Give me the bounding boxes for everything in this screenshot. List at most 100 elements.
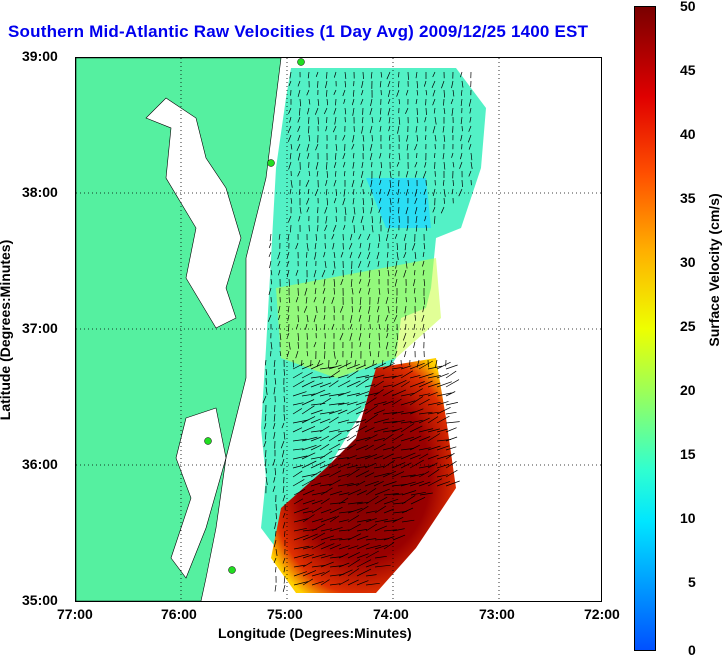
velocity-arrow <box>299 98 302 107</box>
velocity-arrow <box>460 152 463 160</box>
velocity-arrow <box>422 260 425 267</box>
velocity-arrow <box>320 508 332 514</box>
x-tick-label: 76:00 <box>161 606 197 622</box>
velocity-arrow <box>414 269 416 276</box>
velocity-arrow <box>288 107 292 114</box>
velocity-arrow <box>379 152 382 159</box>
velocity-arrow <box>344 206 347 215</box>
velocity-arrow <box>280 440 285 449</box>
velocity-arrow <box>297 125 301 132</box>
velocity-arrow <box>355 375 369 379</box>
velocity-arrow <box>358 251 362 259</box>
velocity-arrow <box>358 305 362 313</box>
velocity-arrow <box>367 278 371 287</box>
velocity-arrow <box>328 380 339 388</box>
velocity-arrow <box>361 80 364 88</box>
velocity-arrow <box>398 116 401 125</box>
velocity-arrow <box>436 481 451 487</box>
velocity-arrow <box>427 411 439 415</box>
velocity-arrow <box>337 436 350 442</box>
velocity-arrow <box>311 532 326 541</box>
velocity-arrow <box>400 392 415 397</box>
colorbar-tick: 30 <box>680 254 696 270</box>
velocity-arrow <box>358 233 362 240</box>
velocity-arrow <box>292 391 307 397</box>
velocity-arrow <box>302 561 313 568</box>
velocity-arrow <box>358 332 362 341</box>
velocity-arrow <box>436 445 450 451</box>
velocity-arrow <box>418 393 430 397</box>
velocity-arrow <box>350 278 353 287</box>
velocity-arrow <box>365 538 377 541</box>
velocity-arrow <box>286 350 290 358</box>
velocity-arrow <box>338 538 351 541</box>
velocity-arrow <box>389 170 392 179</box>
velocity-arrow <box>373 389 384 397</box>
velocity-arrow <box>409 435 422 442</box>
velocity-arrow <box>283 413 286 421</box>
velocity-arrow <box>342 134 346 141</box>
velocity-arrow <box>371 197 373 206</box>
velocity-arrow <box>329 583 341 586</box>
velocity-arrow <box>298 188 301 195</box>
velocity-arrow <box>442 125 445 133</box>
velocity-arrow <box>396 161 400 167</box>
velocity-arrow <box>427 428 440 433</box>
velocity-arrow <box>326 98 329 106</box>
velocity-arrow <box>352 170 355 177</box>
velocity-arrow <box>310 403 326 406</box>
velocity-arrow <box>385 341 389 350</box>
velocity-arrow <box>297 134 301 142</box>
x-tick-label: 75:00 <box>267 606 303 622</box>
velocity-arrow <box>432 206 436 213</box>
velocity-arrow <box>377 242 380 249</box>
velocity-arrow <box>298 215 301 222</box>
velocity-arrow <box>339 305 344 313</box>
velocity-arrow <box>325 179 328 186</box>
velocity-arrow <box>401 490 417 496</box>
velocity-arrow <box>278 323 281 330</box>
velocity-arrow <box>386 323 389 332</box>
velocity-arrow <box>409 362 425 370</box>
velocity-arrow <box>378 197 382 204</box>
velocity-arrow <box>299 107 301 116</box>
velocity-arrow <box>351 98 355 106</box>
colorbar-tick: 35 <box>680 190 696 206</box>
velocity-arrow <box>323 314 326 321</box>
velocity-arrow <box>378 233 381 242</box>
velocity-arrow <box>338 579 350 586</box>
velocity-arrow <box>314 251 317 260</box>
velocity-arrow <box>452 161 455 168</box>
velocity-arrow <box>469 116 472 123</box>
velocity-arrow <box>370 206 373 214</box>
velocity-arrow <box>380 107 382 115</box>
velocity-arrow <box>378 188 382 195</box>
velocity-arrow <box>368 242 371 251</box>
velocity-arrow <box>319 393 331 397</box>
velocity-arrow <box>393 314 398 322</box>
velocity-arrow <box>335 215 337 222</box>
velocity-arrow <box>364 444 374 451</box>
velocity-arrow <box>269 260 272 269</box>
velocity-arrow <box>265 449 267 458</box>
velocity-arrow <box>340 251 344 258</box>
velocity-arrow <box>391 419 405 424</box>
velocity-arrow <box>364 413 379 424</box>
velocity-arrow <box>282 485 285 494</box>
velocity-arrow <box>468 170 472 177</box>
velocity-arrow <box>364 453 378 460</box>
velocity-arrow <box>386 71 391 80</box>
velocity-arrow <box>460 89 463 96</box>
velocity-arrow <box>418 481 431 487</box>
velocity-arrow <box>409 381 425 388</box>
velocity-arrow <box>314 107 319 115</box>
velocity-arrow <box>337 419 350 424</box>
velocity-arrow <box>427 433 441 442</box>
velocity-arrow <box>382 434 393 442</box>
velocity-arrow <box>387 224 391 233</box>
velocity-arrow <box>355 408 368 415</box>
velocity-arrow <box>310 455 326 460</box>
velocity-arrow <box>451 152 454 158</box>
velocity-arrow <box>340 278 344 286</box>
velocity-arrow <box>275 512 277 520</box>
